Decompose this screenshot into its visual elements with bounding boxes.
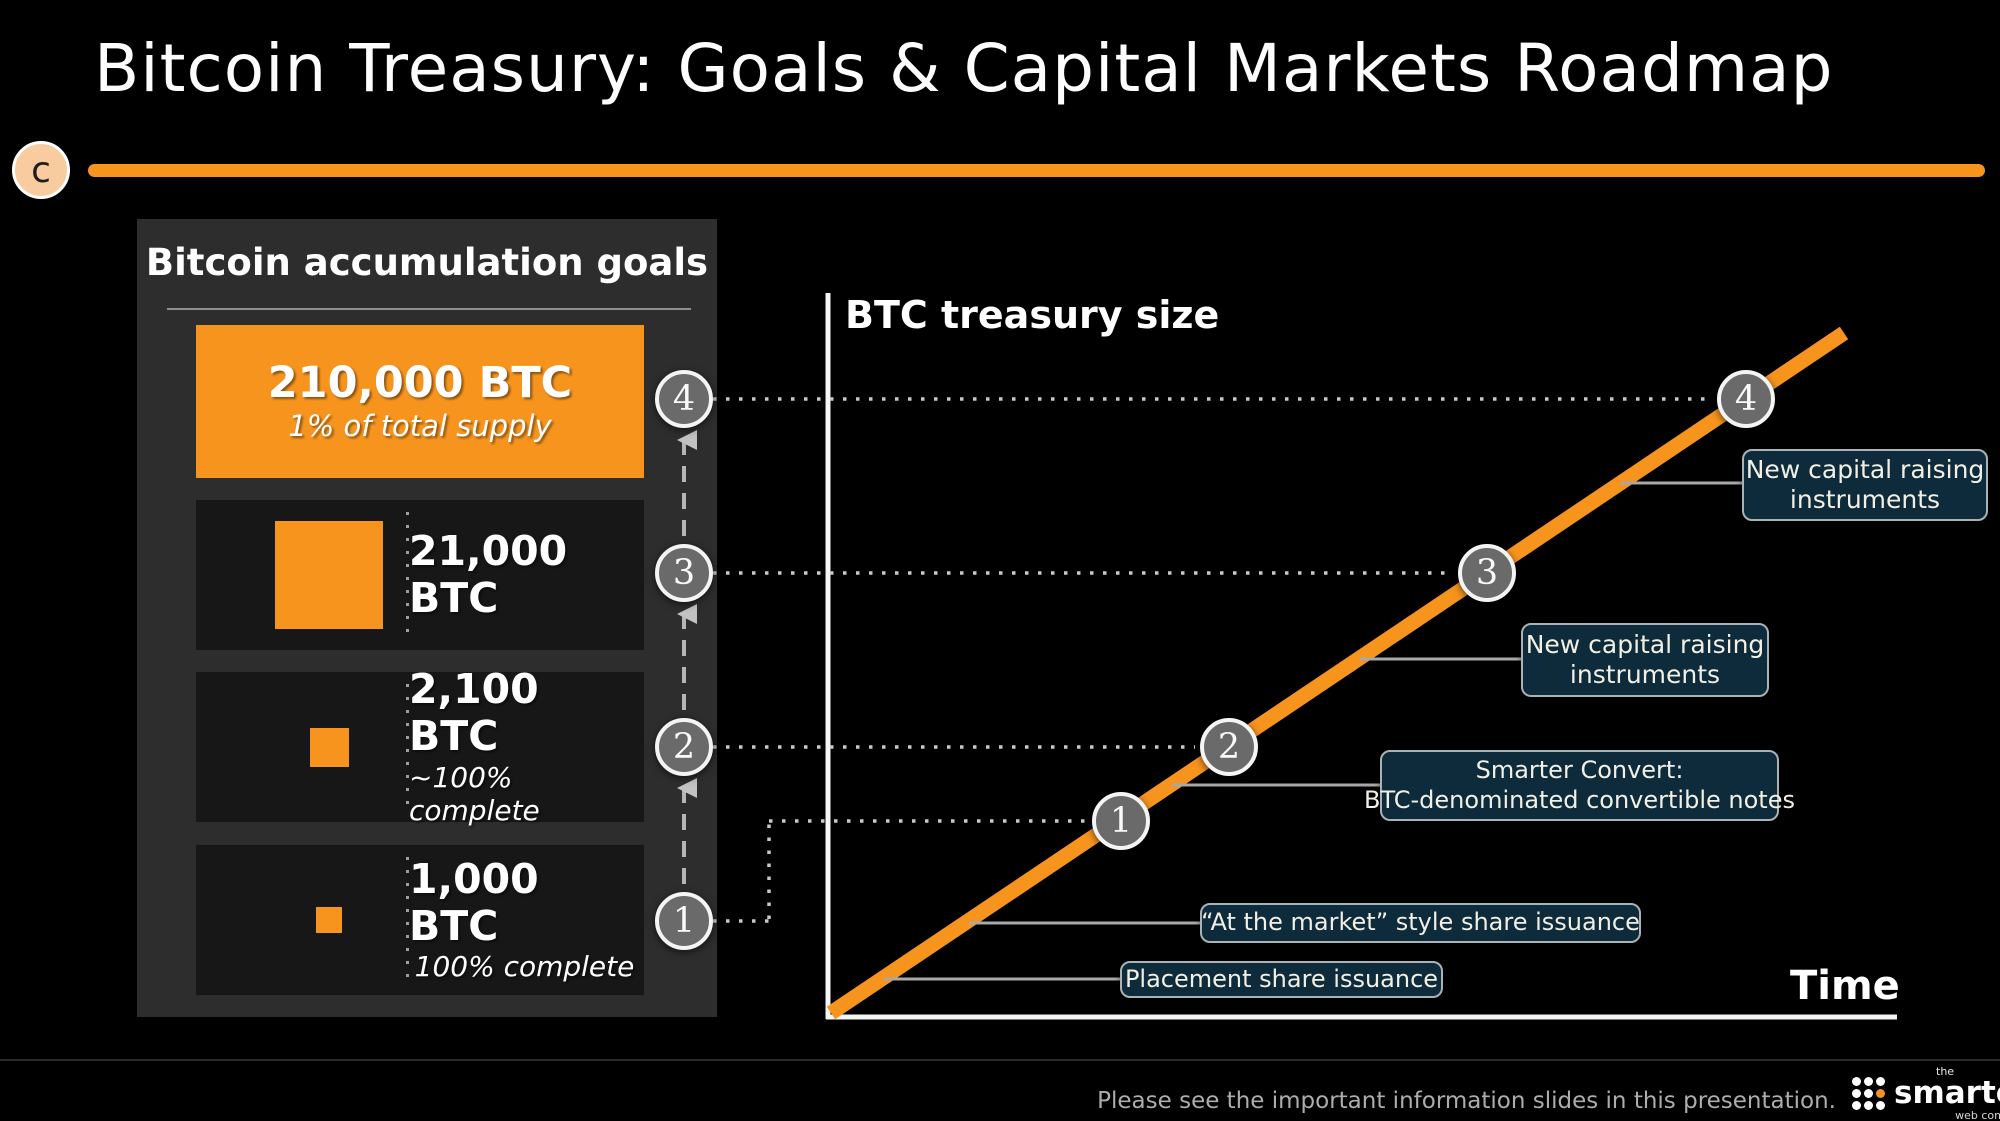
chart-milestone-circle-4: 4 (1717, 370, 1775, 428)
annotation-box-new-instruments: New capital raising instruments (1521, 623, 1769, 697)
logo-name: smarter (1894, 1075, 2000, 1111)
panel-step-circle-4: 4 (655, 370, 713, 428)
annotation-text: BTC-denominated convertible notes (1364, 785, 1795, 814)
goal-marker-square (310, 728, 349, 767)
annotation-text: Placement share issuance (1124, 964, 1439, 993)
logo-prefix: the (1936, 1065, 1955, 1078)
goal-content: 1,000 BTC 100% complete (409, 845, 640, 995)
logo-dot (1876, 1101, 1885, 1110)
logo-dot (1864, 1089, 1873, 1098)
company-logo: the smarter web company (1852, 1066, 2000, 1121)
logo-tagline: web company (1955, 1109, 2000, 1121)
dotted-separator (406, 512, 409, 638)
goal-amount: 210,000 BTC (267, 358, 573, 409)
goal-amount: 21,000 BTC (409, 526, 568, 622)
logo-dot (1852, 1101, 1861, 1110)
annotation-text: New capital raising (1745, 454, 1985, 484)
goal-note: 100% complete (414, 950, 635, 984)
logo-dot (1852, 1077, 1861, 1086)
panel-step-circle-2: 2 (655, 718, 713, 776)
milestone-number: 1 (1109, 801, 1133, 841)
annotation-text: instruments (1789, 485, 1941, 514)
annotation-box-smarter-convert: Smarter Convert: BTC-denominated convert… (1364, 750, 1795, 821)
footer-divider (0, 1059, 2000, 1061)
logo-dot (1864, 1101, 1873, 1110)
growth-line (826, 326, 1849, 1020)
goal-content: 21,000 BTC (409, 500, 640, 650)
milestone-number: 4 (1734, 379, 1758, 419)
goal-note: 1% of total supply (288, 408, 552, 443)
logo-dot (1852, 1089, 1861, 1098)
footer-disclaimer: Please see the important information sli… (1097, 1088, 1836, 1114)
annotation-connectors (884, 481, 1744, 981)
goal-box-1000: 1,000 BTC 100% complete (196, 845, 644, 995)
title-accent-rule (88, 164, 1985, 177)
annotation-box-new-instruments-top: New capital raising instruments (1742, 449, 1988, 521)
annotation-text: instruments (1569, 660, 1721, 689)
annotation-text: Smarter Convert: (1475, 756, 1684, 785)
step-number: 4 (672, 379, 696, 419)
section-badge: c (12, 141, 70, 199)
goal-marker-square (275, 521, 383, 629)
panel-step-circle-1: 1 (655, 892, 713, 950)
annotation-box-atm-issuance: “At the market” style share issuance (1200, 903, 1641, 943)
goal-box-210000: 210,000 BTC 1% of total supply (196, 325, 644, 478)
step-number: 3 (672, 553, 696, 593)
logo-dot-orange (1876, 1089, 1885, 1098)
annotation-box-placement-issuance: Placement share issuance (1120, 961, 1443, 998)
goal-amount: 1,000 BTC (409, 855, 539, 951)
milestone-number: 2 (1217, 727, 1241, 767)
annotation-text: “At the market” style share issuance (1201, 908, 1640, 937)
annotation-text: New capital raising (1525, 629, 1765, 659)
goal-box-21000: 21,000 BTC (196, 500, 644, 650)
logo-wordmark: the smarter web company (1894, 1066, 2000, 1121)
logo-dot (1864, 1077, 1873, 1086)
milestone-number: 3 (1475, 553, 1499, 593)
accumulation-goals-panel: Bitcoin accumulation goals 210,000 BTC 1… (137, 219, 717, 1017)
logo-dots-icon (1852, 1077, 1885, 1110)
goal-content: 2,100 BTC ~100% complete (409, 666, 640, 828)
dotted-guide-lines (713, 397, 1712, 923)
panel-title-divider (167, 308, 691, 310)
goal-box-2100: 2,100 BTC ~100% complete (196, 666, 644, 828)
chart-milestone-circle-2: 2 (1200, 718, 1258, 776)
slide-title: Bitcoin Treasury: Goals & Capital Market… (94, 30, 1834, 107)
goal-note: ~100% complete (409, 760, 540, 828)
chart-title: BTC treasury size (845, 293, 1220, 337)
section-badge-label: c (31, 149, 51, 191)
panel-title: Bitcoin accumulation goals (145, 241, 709, 284)
goal-amount: 2,100 BTC (409, 665, 539, 761)
dotted-separator (406, 857, 409, 983)
logo-dot (1876, 1077, 1885, 1086)
panel-step-circle-3: 3 (655, 544, 713, 602)
goal-content: 210,000 BTC 1% of total supply (196, 325, 644, 478)
goal-marker-square (316, 907, 342, 933)
dotted-separator (406, 684, 409, 810)
chart-milestone-circle-1: 1 (1092, 792, 1150, 850)
chart-milestone-circle-3: 3 (1458, 544, 1516, 602)
step-number: 2 (672, 727, 696, 767)
step-number: 1 (672, 901, 696, 941)
time-axis-label: Time (1790, 963, 1900, 1009)
